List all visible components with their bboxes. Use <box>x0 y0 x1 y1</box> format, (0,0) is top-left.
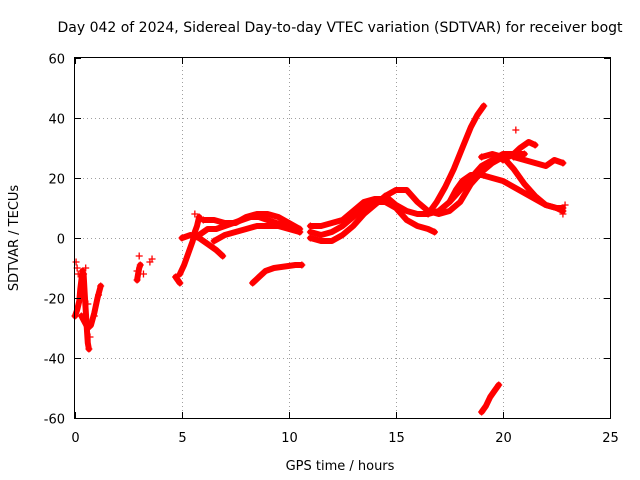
data-point <box>219 252 227 260</box>
data-point <box>97 282 105 290</box>
data-point <box>199 216 207 224</box>
data-point <box>172 273 180 281</box>
data-point <box>306 228 314 236</box>
plot-frame <box>74 57 611 419</box>
data-point <box>478 153 486 161</box>
data-point <box>85 345 93 353</box>
data-point <box>191 210 199 218</box>
data-point <box>86 333 94 341</box>
series-track-06 <box>176 214 203 277</box>
data-point <box>478 408 486 416</box>
x-axis-label: GPS time / hours <box>286 459 395 474</box>
data-point <box>561 201 569 209</box>
data-point <box>298 261 306 269</box>
data-point <box>95 291 103 299</box>
data-point <box>306 222 314 230</box>
x-tick-label: 25 <box>602 431 619 446</box>
data-point <box>176 270 184 278</box>
data-point <box>176 279 184 287</box>
data-point <box>306 234 314 242</box>
data-point <box>381 192 389 200</box>
series-track-14 <box>307 151 528 244</box>
data-point <box>136 261 144 269</box>
chart-title: Day 042 of 2024, Sidereal Day-to-day VTE… <box>57 20 623 36</box>
x-tick-label: 5 <box>178 431 186 446</box>
data-point <box>446 198 453 206</box>
y-tick-label: -20 <box>44 293 65 308</box>
data-point <box>133 276 141 284</box>
data-point <box>178 234 186 242</box>
y-tick-label: 0 <box>57 233 65 248</box>
data-point <box>90 312 98 320</box>
data-point <box>74 270 82 278</box>
data-point <box>210 237 218 245</box>
series-track-03 <box>78 283 104 331</box>
data-point <box>148 255 156 263</box>
data-point <box>72 258 80 266</box>
y-tick-label: -60 <box>44 413 65 428</box>
y-tick-label: 20 <box>48 173 65 188</box>
y-axis-label: SDTVAR / TECUs <box>7 185 22 292</box>
data-point <box>84 300 92 308</box>
data-point <box>77 312 85 320</box>
data-point <box>82 264 90 272</box>
data-point <box>135 252 143 260</box>
data-point <box>531 141 539 149</box>
data-point <box>78 267 86 275</box>
data-point <box>424 210 432 218</box>
data-point <box>495 381 503 389</box>
data-point <box>139 270 147 278</box>
y-tick-label: -40 <box>44 353 65 368</box>
x-tick-label: 15 <box>388 431 405 446</box>
series-track-07 <box>179 232 226 259</box>
data-point <box>512 126 520 134</box>
x-tick-label: 20 <box>495 431 512 446</box>
axis-ticks: 0 5 10 15 20 25 -60 -40 -20 0 20 40 60 <box>44 53 619 447</box>
data-point <box>296 228 304 236</box>
data-point <box>480 102 488 110</box>
y-tick-label: 40 <box>48 113 65 128</box>
series-track-21 <box>478 382 502 415</box>
series-track-18 <box>478 151 566 211</box>
data-point <box>133 267 141 275</box>
series-track-12 <box>307 196 389 229</box>
data-point <box>431 228 439 236</box>
data-point <box>249 279 257 287</box>
data-series <box>71 102 569 416</box>
x-tick-label: 0 <box>71 431 79 446</box>
data-point <box>499 156 507 164</box>
grid-lines <box>75 58 610 418</box>
data-point <box>195 231 203 239</box>
data-point <box>510 153 518 161</box>
data-point <box>195 213 203 221</box>
series-track-11 <box>249 262 305 286</box>
series-track-05 <box>172 274 183 286</box>
series-track-10 <box>196 214 303 238</box>
data-point <box>559 210 567 218</box>
series-track-19 <box>500 139 539 163</box>
data-point <box>559 159 567 167</box>
y-tick-label: 60 <box>48 53 65 68</box>
series-track-16 <box>425 103 487 217</box>
x-tick-label: 10 <box>281 431 298 446</box>
data-point <box>520 150 528 158</box>
series-track-20 <box>510 154 566 169</box>
